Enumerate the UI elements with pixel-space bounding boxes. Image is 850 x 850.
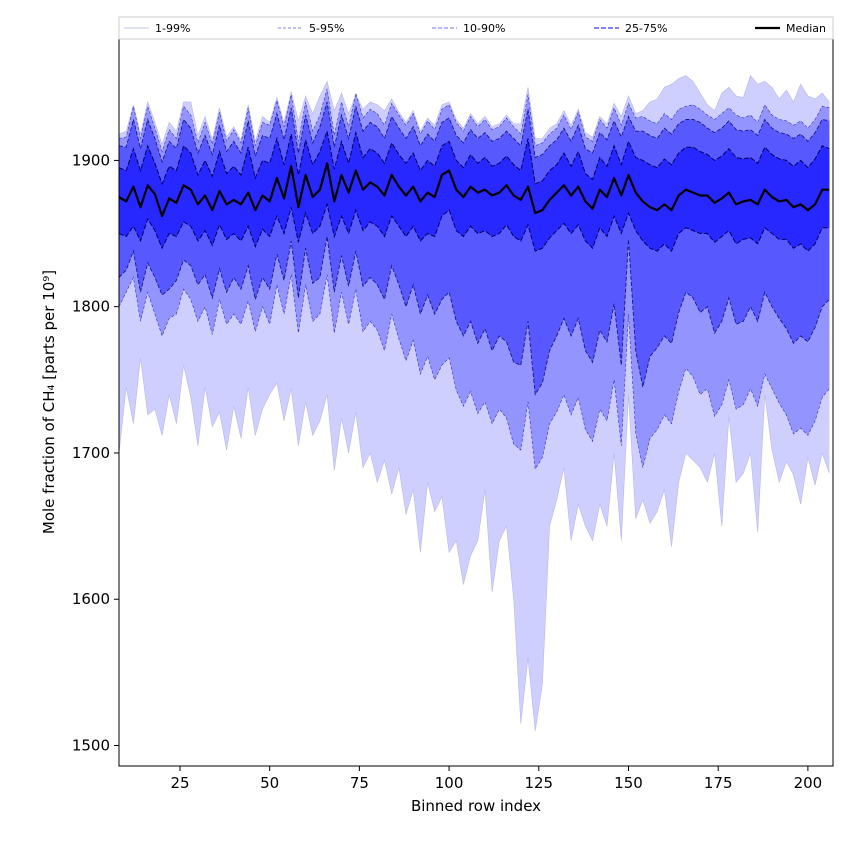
y-tick-label: 1800 bbox=[72, 298, 110, 316]
y-tick-label: 1500 bbox=[72, 737, 110, 755]
y-axis: 1500 1600 1700 1800 1900 bbox=[72, 151, 119, 755]
band-boundary-lines bbox=[118, 74, 830, 731]
x-tick-label: 100 bbox=[435, 774, 464, 792]
y-tick-label: 1900 bbox=[72, 151, 110, 169]
x-tick-label: 75 bbox=[350, 774, 369, 792]
legend-label: 10-90% bbox=[463, 22, 505, 35]
legend-label: Median bbox=[786, 22, 826, 35]
y-tick-label: 1600 bbox=[72, 590, 110, 608]
legend-box bbox=[118, 16, 834, 40]
x-tick-label: 200 bbox=[794, 774, 823, 792]
band-upper-line-10-90pct bbox=[118, 101, 830, 164]
band-lower-line-5-95pct bbox=[118, 274, 830, 471]
x-tick-label: 25 bbox=[170, 774, 189, 792]
median-line bbox=[118, 162, 830, 218]
x-axis: 25 50 75 100 125 150 175 200 bbox=[170, 766, 822, 792]
legend-label: 25-75% bbox=[625, 22, 667, 35]
x-tick-label: 175 bbox=[704, 774, 733, 792]
x-tick-label: 125 bbox=[524, 774, 553, 792]
band-lower-line-1-99pct bbox=[118, 357, 830, 731]
band-area-25-75pct bbox=[119, 131, 830, 252]
legend: 1-99% 5-95% 10-90% 25-75% Median bbox=[118, 16, 834, 40]
band-upper-line-5-95pct bbox=[118, 88, 830, 153]
y-axis-label: Mole fraction of CH₄ [parts per 10⁹] bbox=[40, 270, 58, 534]
x-tick-label: 150 bbox=[614, 774, 643, 792]
band-lower-line-25-75pct bbox=[118, 202, 830, 252]
x-axis-label: Binned row index bbox=[411, 797, 541, 815]
median-layer bbox=[118, 162, 830, 218]
y-tick-label: 1700 bbox=[72, 444, 110, 462]
band-upper-line-25-75pct bbox=[118, 129, 830, 186]
band-lower-line-10-90pct bbox=[118, 236, 830, 396]
legend-label: 1-99% bbox=[155, 22, 190, 35]
x-tick-label: 50 bbox=[260, 774, 279, 792]
legend-label: 5-95% bbox=[309, 22, 344, 35]
band-upper-line-1-99pct bbox=[118, 74, 830, 146]
